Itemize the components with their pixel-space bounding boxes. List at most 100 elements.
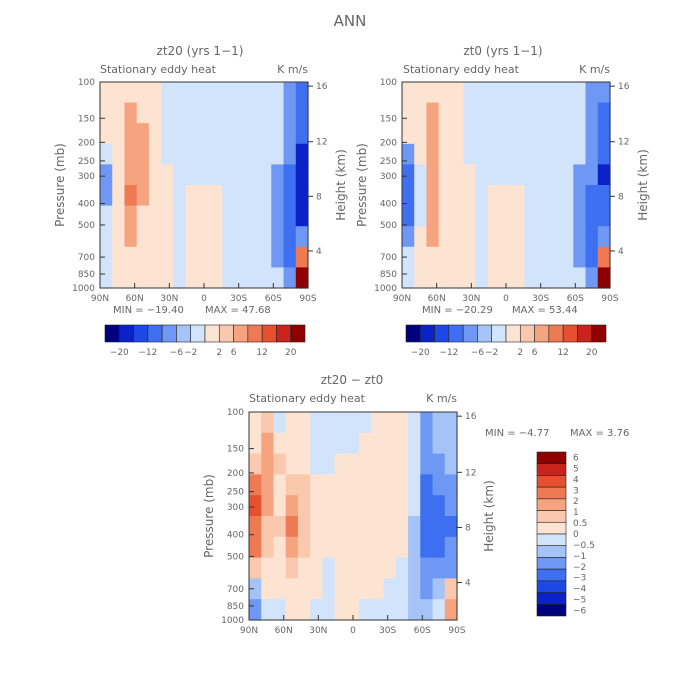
heatmap-cell <box>161 143 175 165</box>
heatmap-cell <box>420 432 434 455</box>
heatmap-cell <box>185 205 199 227</box>
colorbar-tick-labels: −20 −12 −6 −2 2 6 12 20 <box>411 348 598 358</box>
heatmap-cell <box>573 246 587 268</box>
heatmap-cell <box>185 143 199 165</box>
colorbar-swatch <box>491 324 507 343</box>
colorbar-tick-label: 1 <box>573 508 579 518</box>
colorbar-swatch <box>536 557 567 570</box>
heatmap-cell <box>285 557 299 579</box>
heatmap-cell <box>450 164 464 186</box>
colorbar-swatch <box>536 580 567 593</box>
heatmap-cell <box>512 185 525 207</box>
panel-title: zt0 (yrs 1−1) <box>463 44 542 58</box>
heatmap-cell <box>371 474 385 496</box>
heatmap-cell <box>136 205 150 227</box>
heatmap-cell <box>271 205 285 227</box>
heatmap-cell <box>573 205 587 227</box>
heatmap-cell <box>246 143 260 165</box>
heatmap-cell <box>597 185 611 207</box>
colorbar-swatch <box>290 324 306 343</box>
colorbar <box>405 324 607 343</box>
heatmap-cell <box>297 557 311 579</box>
heatmap-cell <box>185 267 199 289</box>
heatmap-cell <box>487 246 501 268</box>
heatmap-cell <box>246 82 260 104</box>
heatmap-cell <box>450 185 464 207</box>
heatmap-cell <box>297 495 311 517</box>
colorbar-swatch <box>462 324 478 343</box>
heatmap-cell <box>285 495 299 517</box>
heatmap-cell <box>548 205 562 227</box>
heatmap-cell <box>283 185 297 207</box>
heatmap-cell <box>271 185 285 207</box>
heatmap-cell <box>322 412 336 434</box>
heatmap-cell <box>475 82 489 104</box>
heatmap-cell <box>222 246 236 268</box>
heatmap-cell <box>414 205 428 227</box>
heatmap-cell <box>100 82 113 104</box>
heatmap-cell <box>561 246 574 268</box>
heatmap-cell <box>249 412 262 434</box>
heatmap-cell <box>234 82 248 104</box>
heatmap-cell <box>548 102 562 124</box>
colorbar-swatch <box>204 324 220 343</box>
heatmap-cell <box>234 185 248 207</box>
colorbar-swatch <box>147 324 163 343</box>
y-axis-label: Pressure (mb) <box>355 143 369 227</box>
colorbar-swatch <box>434 324 450 343</box>
heatmap-cell <box>124 226 138 248</box>
heatmap-cell <box>197 143 211 165</box>
heatmap-cell <box>148 102 162 124</box>
colorbar-tick-label: −12 <box>138 348 157 358</box>
heatmap-cell <box>271 226 285 248</box>
heatmap-cell <box>100 246 113 268</box>
heatmap-cell <box>487 82 501 104</box>
heatmap-cell <box>285 536 299 559</box>
heatmap-cell <box>197 205 211 227</box>
heatmap-cell <box>334 453 348 475</box>
heatmap-cell <box>383 453 397 475</box>
colorbar <box>536 451 567 617</box>
panel-subtitle: Stationary eddy heat <box>100 63 217 76</box>
y-tick-label: 250 <box>78 157 95 167</box>
heatmap-cell <box>444 474 458 496</box>
heatmap-cell <box>475 164 489 186</box>
heatmap-cell <box>371 536 385 559</box>
heatmap-cell <box>371 495 385 517</box>
heatmap-cell <box>414 267 428 289</box>
heatmap-cell <box>408 599 421 621</box>
heatmap-cell <box>561 102 574 124</box>
heatmap-cell <box>271 102 285 124</box>
heatmap-cell <box>487 267 501 289</box>
heatmap-cell <box>432 412 446 434</box>
colorbar-swatch <box>190 324 206 343</box>
colorbar-swatch <box>261 324 277 343</box>
heatmap-cell <box>173 267 187 289</box>
heatmap-cell <box>395 557 409 579</box>
colorbar-tick-label: 6 <box>231 348 237 358</box>
heatmap-cell <box>100 226 113 248</box>
heatmap-cell <box>499 246 513 268</box>
heatmap-cell <box>463 246 477 268</box>
heatmap-cell <box>463 164 477 186</box>
heatmap-cell <box>136 185 150 207</box>
colorbar-swatch <box>276 324 292 343</box>
heatmap-cell <box>148 267 162 289</box>
heatmap-cell <box>283 246 297 268</box>
heatmap-cell <box>438 226 452 248</box>
y2-tick-label: 12 <box>618 138 629 148</box>
heatmap-cell <box>536 102 550 124</box>
heatmap-cell <box>426 164 440 186</box>
heatmap-cell <box>334 412 348 434</box>
heatmap-cell <box>283 164 297 186</box>
heatmap-cell <box>463 185 477 207</box>
heatmap-cell <box>261 557 275 579</box>
heatmap-cell <box>561 226 574 248</box>
heatmap-cell <box>450 246 464 268</box>
heatmap-cell <box>359 432 372 455</box>
heatmap-cell <box>222 102 236 124</box>
heatmap-cell <box>512 226 525 248</box>
colorbar-swatch <box>562 324 578 343</box>
heatmap-cell <box>383 495 397 517</box>
heatmap-cell <box>432 432 446 455</box>
